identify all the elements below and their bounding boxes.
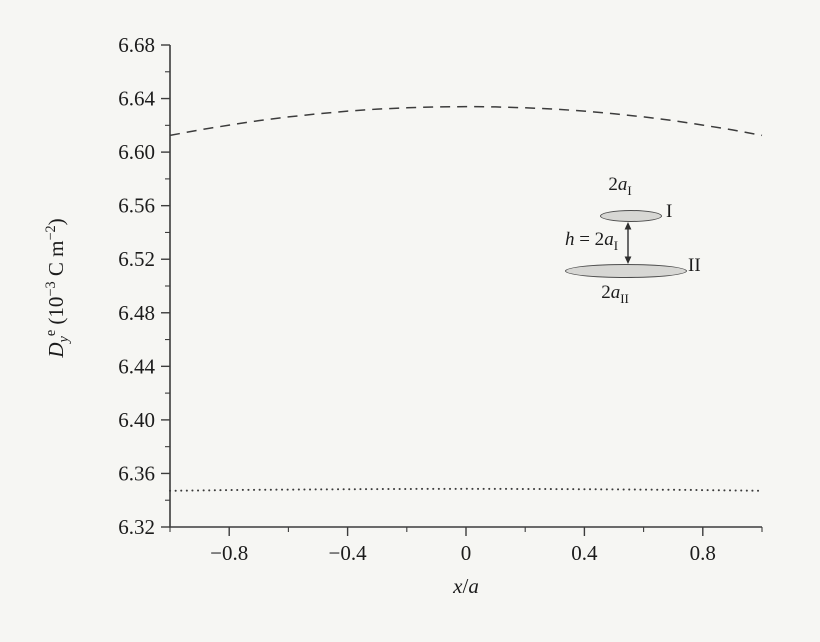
text-part: (10	[44, 296, 68, 330]
series-lower-dotted	[169, 487, 763, 492]
text-part: II	[620, 290, 629, 306]
text-part: = 2	[574, 229, 605, 250]
double-arrow-icon	[624, 222, 632, 264]
disk-I-ellipse	[600, 210, 662, 222]
y-axis-label: Dye (10−3 C m−2)	[43, 108, 73, 468]
text-part: −2	[43, 225, 59, 241]
text-part: I	[627, 182, 632, 198]
text-part: a	[604, 229, 614, 250]
text-part: e	[43, 329, 59, 337]
y-tick-label: 6.36	[118, 461, 155, 485]
x-axis-label: x/a	[366, 574, 566, 602]
y-tick-label: 6.32	[118, 515, 155, 539]
x-tick-label: 0.8	[690, 541, 716, 565]
disk-I-tag: I	[666, 201, 673, 222]
y-tick-label: 6.48	[118, 301, 155, 325]
text-part: 2	[601, 282, 611, 303]
y-tick-label: 6.52	[118, 247, 155, 271]
y-tick-label: 6.68	[118, 33, 155, 57]
x-tick-label: −0.8	[210, 541, 248, 565]
text-part: I	[613, 237, 618, 253]
text-part: −3	[43, 281, 59, 297]
text-part: x	[453, 574, 463, 598]
text-part: D	[44, 342, 68, 358]
y-tick-label: 6.60	[118, 140, 155, 164]
y-tick-label: 6.56	[118, 194, 155, 218]
text-part: a	[610, 282, 621, 303]
text-part: y	[56, 336, 73, 343]
disk-II-ellipse	[565, 264, 687, 278]
text-part: a	[468, 574, 479, 598]
inset-top-label: 2aI	[570, 174, 670, 198]
text-part: a	[617, 174, 628, 195]
y-tick-label: 6.44	[118, 354, 155, 378]
inset-diagram: 2aI I h = 2aI II 2aII	[530, 170, 780, 320]
series-upper-dashed	[169, 105, 763, 137]
text-part: )	[44, 218, 68, 226]
y-tick-label: 6.64	[118, 87, 155, 111]
text-part: h	[564, 229, 575, 250]
x-tick-label: 0	[461, 541, 472, 565]
inset-gap-label: h = 2aI	[530, 229, 618, 253]
disk-II-tag: II	[688, 255, 701, 276]
text-part: /	[462, 574, 469, 598]
x-tick-label: −0.4	[329, 541, 368, 565]
text-part: 2	[608, 174, 618, 195]
inset-bottom-label: 2aII	[575, 282, 655, 306]
y-tick-label: 6.40	[118, 408, 155, 432]
x-tick-label: 0.4	[571, 541, 598, 565]
text-part: C m	[44, 240, 68, 282]
